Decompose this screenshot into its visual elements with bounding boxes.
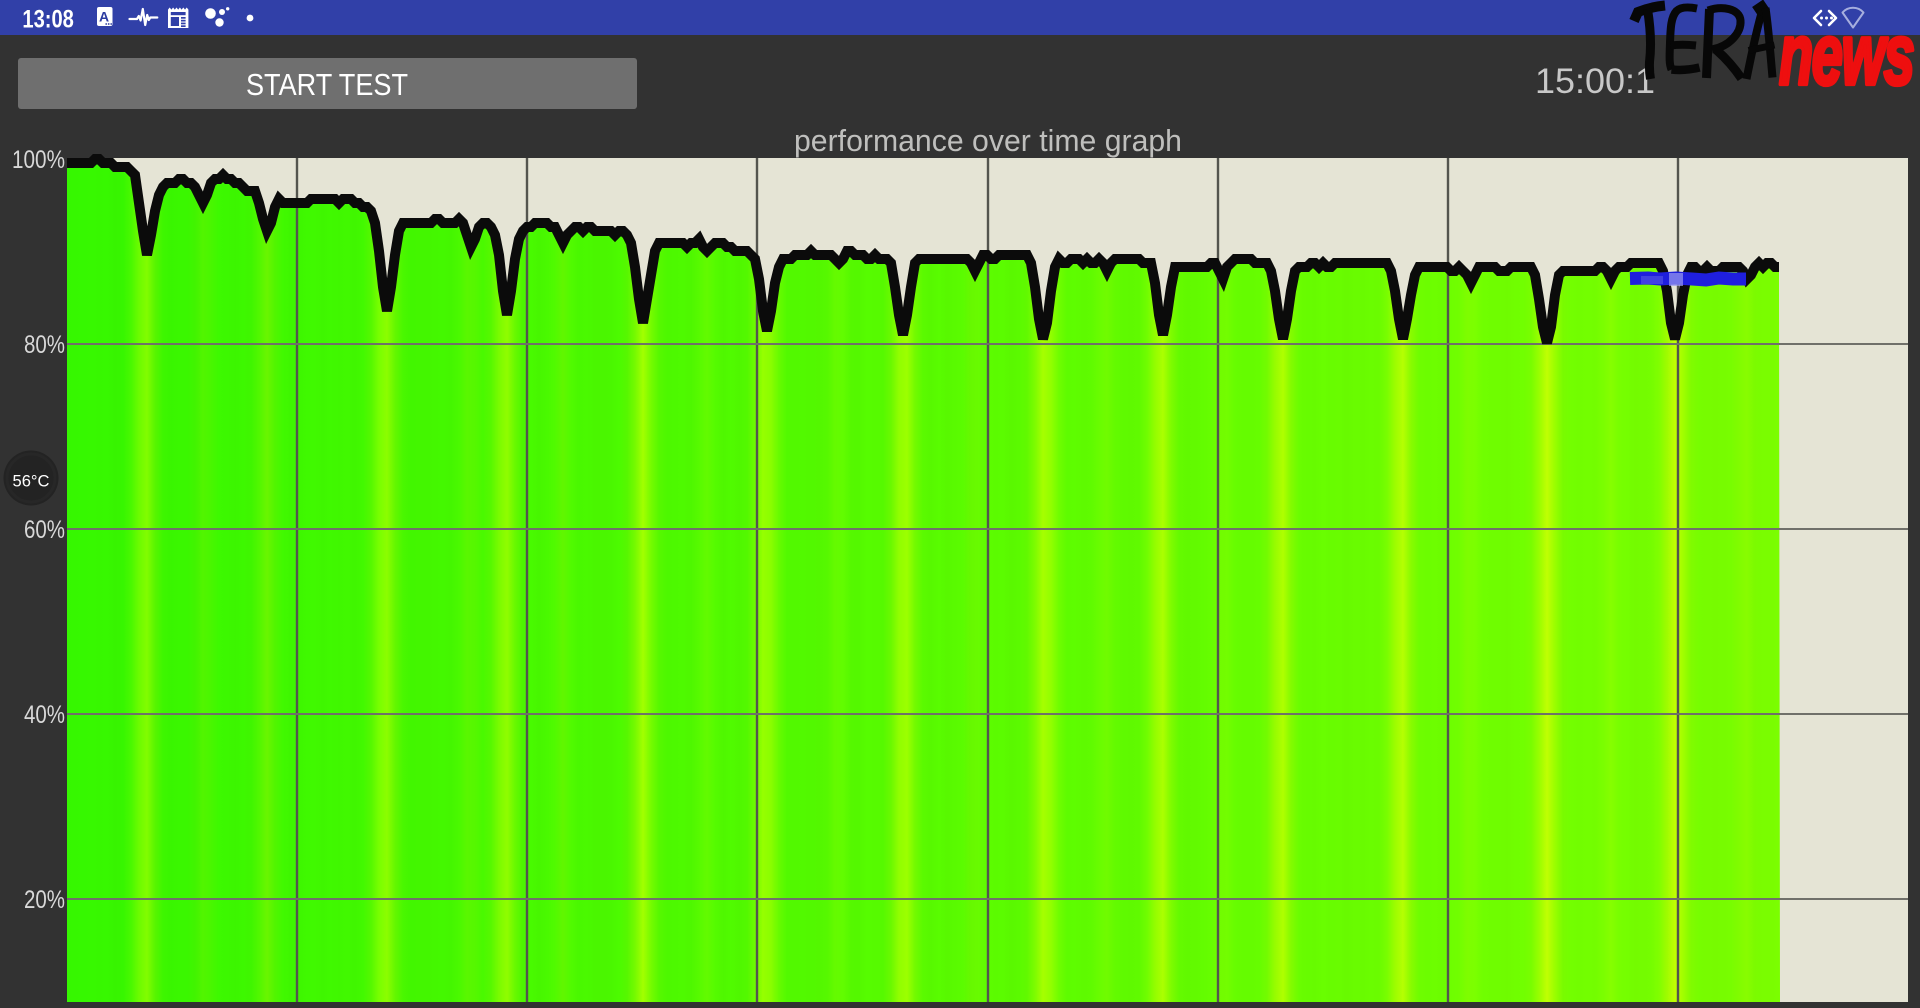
- svg-text:15:00:1: 15:00:1: [1535, 61, 1655, 101]
- svg-text:A: A: [99, 9, 109, 25]
- svg-text:40%: 40%: [24, 701, 65, 729]
- svg-text:news: news: [1779, 7, 1913, 103]
- svg-text:20%: 20%: [24, 886, 65, 914]
- svg-text:56°C: 56°C: [13, 472, 50, 491]
- svg-text:100%: 100%: [12, 146, 65, 174]
- svg-text:START TEST: START TEST: [246, 67, 408, 102]
- svg-text:13:08: 13:08: [22, 6, 74, 34]
- svg-text:60%: 60%: [24, 516, 65, 544]
- svg-text:performance over time graph: performance over time graph: [794, 123, 1182, 158]
- svg-text:80%: 80%: [24, 331, 65, 359]
